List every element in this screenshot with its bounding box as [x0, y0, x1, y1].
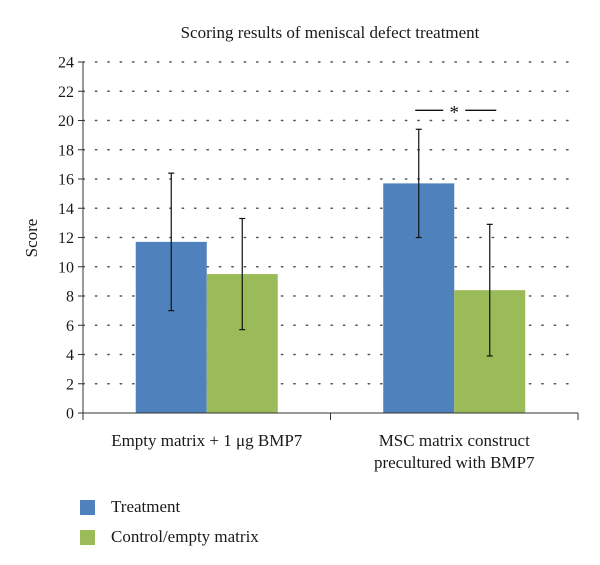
chart-svg: Scoring results of meniscal defect treat…: [22, 23, 579, 472]
error-bars: [168, 128, 493, 357]
category-label-1-line1: MSC matrix construct: [379, 431, 530, 450]
y-tick-label-18: 18: [58, 142, 74, 159]
legend-label-treatment: Treatment: [111, 497, 181, 516]
legend: Treatment Control/empty matrix: [80, 492, 259, 552]
legend-item-control: Control/empty matrix: [80, 522, 259, 552]
y-tick-label-16: 16: [58, 172, 74, 189]
chart-title: Scoring results of meniscal defect treat…: [181, 23, 480, 42]
legend-swatch-treatment: [80, 499, 95, 515]
legend-item-treatment: Treatment: [80, 492, 259, 522]
category-labels: Empty matrix + 1 μg BMP7 MSC matrix const…: [111, 431, 535, 472]
legend-swatch-control: [80, 529, 95, 545]
category-label-0-line1: Empty matrix + 1 μg BMP7: [111, 431, 303, 450]
y-tick-label-12: 12: [58, 230, 74, 247]
legend-label-control: Control/empty matrix: [111, 527, 259, 546]
y-tick-label-0: 0: [66, 406, 74, 423]
y-axis-label: Score: [22, 219, 41, 258]
y-tick-label-4: 4: [66, 347, 74, 364]
category-label-1-line2: precultured with BMP7: [374, 453, 535, 472]
y-tick-label-10: 10: [58, 259, 74, 276]
annotations: *: [415, 102, 497, 123]
y-tick-label-6: 6: [66, 318, 74, 335]
y-tick-label-14: 14: [58, 201, 74, 218]
y-tick-label-22: 22: [58, 84, 74, 101]
y-tick-label-24: 24: [58, 55, 74, 72]
y-tick-label-2: 2: [66, 376, 74, 393]
y-tick-label-8: 8: [66, 289, 74, 306]
significance-star: *: [450, 102, 460, 123]
axes: [78, 61, 579, 420]
bars: [135, 183, 526, 413]
y-tick-label-20: 20: [58, 113, 74, 130]
grid-lines: [82, 61, 579, 385]
